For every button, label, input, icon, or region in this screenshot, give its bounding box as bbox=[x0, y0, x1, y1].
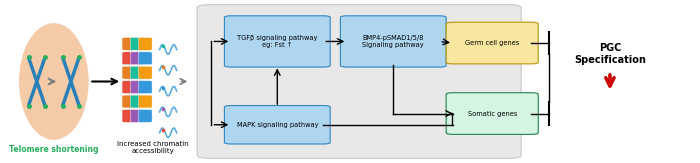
FancyBboxPatch shape bbox=[139, 52, 152, 65]
FancyBboxPatch shape bbox=[139, 81, 152, 94]
FancyBboxPatch shape bbox=[130, 81, 144, 94]
FancyBboxPatch shape bbox=[122, 95, 136, 108]
Ellipse shape bbox=[20, 24, 88, 139]
FancyBboxPatch shape bbox=[446, 22, 538, 64]
Text: Increased chromatin
accessibility: Increased chromatin accessibility bbox=[117, 141, 188, 154]
FancyBboxPatch shape bbox=[225, 16, 330, 67]
Text: PGC
Specification: PGC Specification bbox=[574, 44, 646, 65]
FancyBboxPatch shape bbox=[446, 93, 538, 134]
FancyBboxPatch shape bbox=[340, 16, 446, 67]
FancyBboxPatch shape bbox=[130, 66, 144, 79]
FancyBboxPatch shape bbox=[139, 95, 152, 108]
FancyBboxPatch shape bbox=[197, 5, 522, 158]
FancyBboxPatch shape bbox=[139, 66, 152, 79]
FancyBboxPatch shape bbox=[139, 37, 152, 50]
FancyBboxPatch shape bbox=[122, 52, 136, 65]
FancyBboxPatch shape bbox=[130, 95, 144, 108]
Text: Germ cell genes: Germ cell genes bbox=[465, 40, 519, 46]
FancyBboxPatch shape bbox=[130, 110, 144, 122]
Text: BMP4-pSMAD1/5/8
Signaling pathway: BMP4-pSMAD1/5/8 Signaling pathway bbox=[363, 35, 424, 48]
FancyBboxPatch shape bbox=[130, 52, 144, 65]
Text: Telomere shortening: Telomere shortening bbox=[9, 145, 99, 154]
Text: MAPK signaling pathway: MAPK signaling pathway bbox=[237, 122, 318, 128]
FancyBboxPatch shape bbox=[122, 81, 136, 94]
FancyBboxPatch shape bbox=[225, 105, 330, 144]
Text: Somatic genes: Somatic genes bbox=[468, 111, 517, 117]
Text: TGFβ signaling pathway
eg: Fst ↑: TGFβ signaling pathway eg: Fst ↑ bbox=[237, 35, 318, 48]
FancyBboxPatch shape bbox=[122, 110, 136, 122]
FancyBboxPatch shape bbox=[130, 37, 144, 50]
FancyBboxPatch shape bbox=[122, 37, 136, 50]
FancyBboxPatch shape bbox=[139, 110, 152, 122]
FancyBboxPatch shape bbox=[122, 66, 136, 79]
